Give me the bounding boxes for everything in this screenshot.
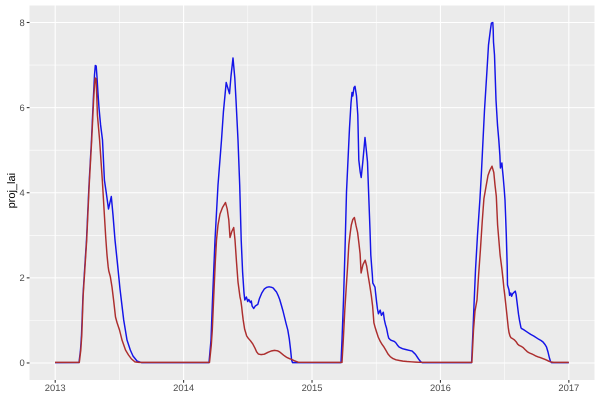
svg-text:2013: 2013 — [45, 382, 66, 393]
svg-text:0: 0 — [19, 357, 24, 368]
svg-text:8: 8 — [19, 17, 24, 28]
svg-text:2016: 2016 — [430, 382, 451, 393]
svg-text:proj_lai: proj_lai — [6, 173, 18, 208]
svg-text:2015: 2015 — [302, 382, 323, 393]
svg-text:2014: 2014 — [173, 382, 194, 393]
svg-text:2: 2 — [19, 272, 24, 283]
svg-text:2017: 2017 — [558, 382, 579, 393]
svg-text:4: 4 — [19, 187, 24, 198]
svg-text:6: 6 — [19, 102, 24, 113]
